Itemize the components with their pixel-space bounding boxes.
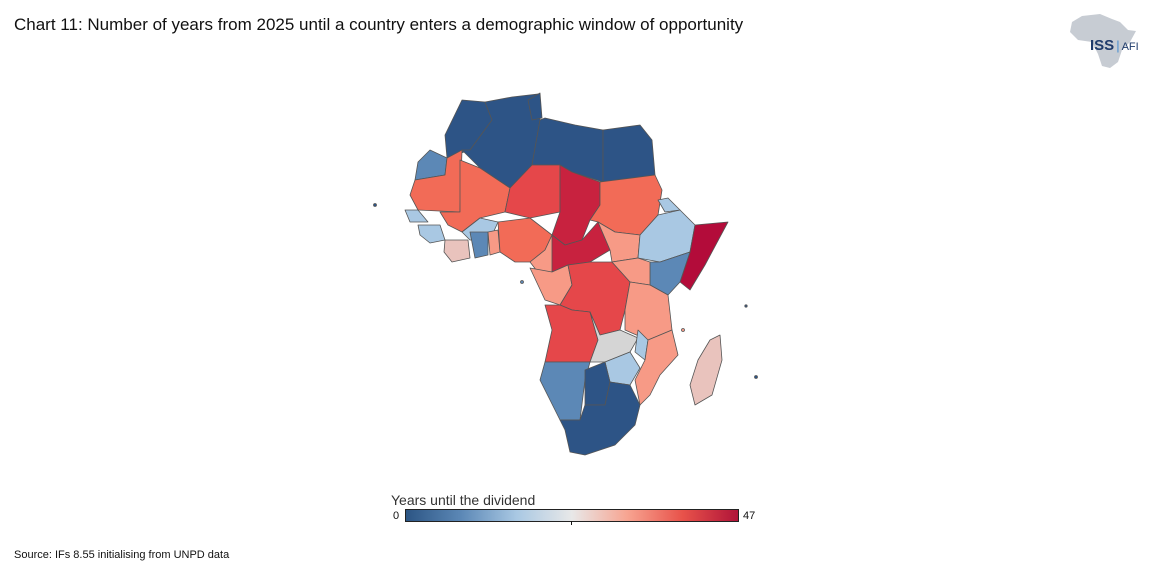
region-egypt (602, 124, 656, 183)
region-south-africa (559, 381, 641, 456)
africa-logo-icon (1070, 14, 1136, 68)
source-note: Source: IFs 8.55 initialising from UNPD … (14, 549, 230, 561)
color-scale-max-label: 47 (743, 510, 756, 522)
region-cote-divoire (443, 239, 471, 263)
region-tunisia (527, 92, 543, 121)
island-cape-verde (373, 203, 377, 207)
color-scale-min-label: 0 (393, 510, 400, 522)
chart-title: Chart 11: Number of years from 2025 unti… (14, 15, 744, 34)
region-mozambique (634, 329, 679, 406)
legend-title: Years until the dividend (391, 492, 536, 508)
region-uganda (611, 257, 651, 286)
island-comoros (681, 328, 685, 332)
region-togo-benin (487, 229, 501, 256)
island-seychelles (744, 304, 748, 308)
region-madagascar (689, 334, 723, 406)
region-eritrea (657, 197, 681, 213)
island-sao-tome (520, 280, 524, 284)
region-senegal (404, 209, 429, 223)
color-scale-bar (405, 509, 739, 522)
region-ghana (469, 231, 489, 259)
color-scale-midpoint-tick (571, 521, 572, 525)
region-guinea (417, 224, 446, 244)
region-chad (551, 164, 601, 246)
iss-afi-logo: ISS | AFI (1090, 37, 1139, 54)
island-mauritius (754, 375, 758, 379)
